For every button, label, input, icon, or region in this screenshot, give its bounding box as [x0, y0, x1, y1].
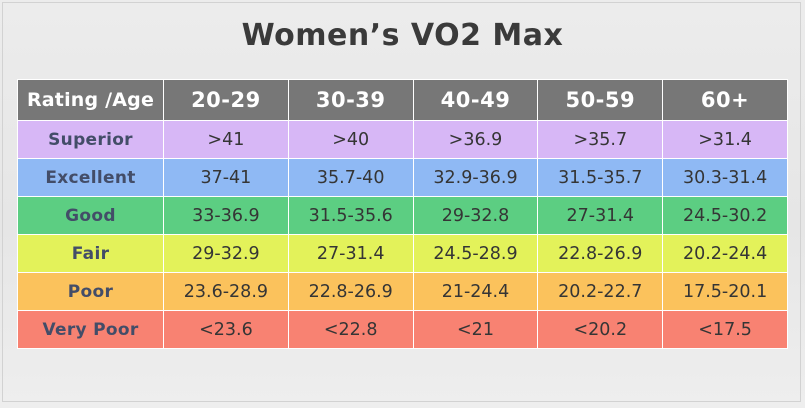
- table-cell: 35.7-40: [287, 158, 414, 197]
- header-age-60-plus: 60+: [662, 79, 788, 121]
- table-row-very-poor: Very Poor <23.6 <22.8 <21 <20.2 <17.5: [17, 310, 788, 349]
- table-cell: <20.2: [537, 310, 664, 349]
- table-cell: 22.8-26.9: [537, 234, 664, 273]
- page-title: Women’s VO2 Max: [241, 18, 564, 53]
- table-cell: 21-24.4: [412, 272, 539, 311]
- table-cell: 22.8-26.9: [287, 272, 414, 311]
- vo2-max-table: Rating /Age 20-29 30-39 40-49 50-59 60+ …: [17, 79, 788, 349]
- row-label-superior: Superior: [17, 120, 164, 159]
- table-cell: <22.8: [287, 310, 414, 349]
- row-label-excellent: Excellent: [17, 158, 164, 197]
- header-age-20-29: 20-29: [163, 79, 289, 121]
- table-row-fair: Fair 29-32.9 27-31.4 24.5-28.9 22.8-26.9…: [17, 234, 788, 273]
- table-cell: >36.9: [412, 120, 539, 159]
- header-rating-age: Rating /Age: [17, 79, 164, 121]
- table-cell: 17.5-20.1: [662, 272, 788, 311]
- table-cell: 24.5-28.9: [412, 234, 539, 273]
- table-cell: 37-41: [163, 158, 289, 197]
- table-cell: >41: [163, 120, 289, 159]
- row-label-very-poor: Very Poor: [17, 310, 164, 349]
- table-header-row: Rating /Age 20-29 30-39 40-49 50-59 60+: [17, 79, 788, 121]
- header-age-40-49: 40-49: [412, 79, 539, 121]
- table-cell: <21: [412, 310, 539, 349]
- table-cell: 33-36.9: [163, 196, 289, 235]
- table-row-excellent: Excellent 37-41 35.7-40 32.9-36.9 31.5-3…: [17, 158, 788, 197]
- table-row-good: Good 33-36.9 31.5-35.6 29-32.8 27-31.4 2…: [17, 196, 788, 235]
- table-cell: >31.4: [662, 120, 788, 159]
- table-cell: 29-32.9: [163, 234, 289, 273]
- table-cell: 27-31.4: [537, 196, 664, 235]
- table-cell: <23.6: [163, 310, 289, 349]
- row-label-poor: Poor: [17, 272, 164, 311]
- header-age-30-39: 30-39: [287, 79, 414, 121]
- table-cell: 24.5-30.2: [662, 196, 788, 235]
- table-cell: 32.9-36.9: [412, 158, 539, 197]
- table-row-superior: Superior >41 >40 >36.9 >35.7 >31.4: [17, 120, 788, 159]
- table-cell: 30.3-31.4: [662, 158, 788, 197]
- table-cell: 23.6-28.9: [163, 272, 289, 311]
- table-cell: 31.5-35.7: [537, 158, 664, 197]
- row-label-fair: Fair: [17, 234, 164, 273]
- table-cell: 31.5-35.6: [287, 196, 414, 235]
- table-cell: >35.7: [537, 120, 664, 159]
- table-cell: 20.2-22.7: [537, 272, 664, 311]
- table-row-poor: Poor 23.6-28.9 22.8-26.9 21-24.4 20.2-22…: [17, 272, 788, 311]
- table-cell: >40: [287, 120, 414, 159]
- table-cell: <17.5: [662, 310, 788, 349]
- table-cell: 20.2-24.4: [662, 234, 788, 273]
- row-label-good: Good: [17, 196, 164, 235]
- header-age-50-59: 50-59: [537, 79, 664, 121]
- table-cell: 29-32.8: [412, 196, 539, 235]
- table-cell: 27-31.4: [287, 234, 414, 273]
